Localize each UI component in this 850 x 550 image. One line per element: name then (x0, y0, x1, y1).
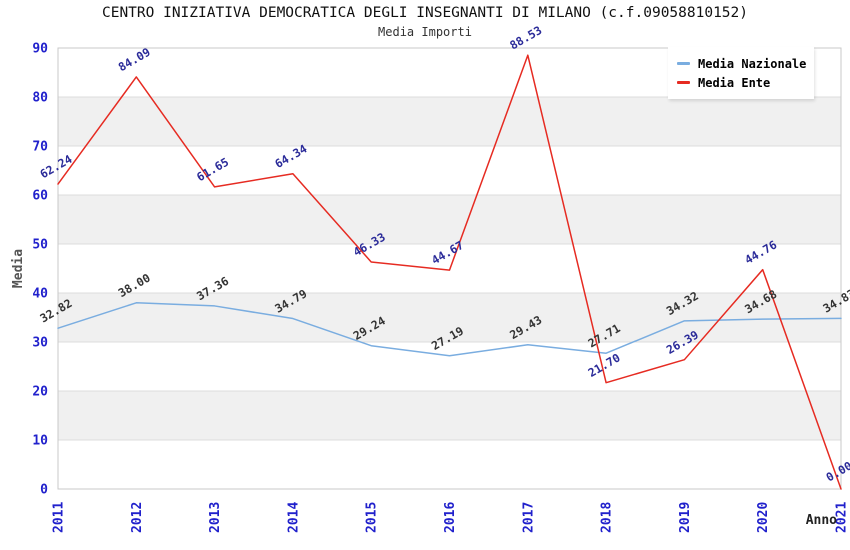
chart-subtitle: Media Importi (378, 25, 472, 39)
legend-item[interactable]: Media Nazionale (677, 57, 814, 71)
plot-band (58, 97, 841, 146)
plot-border (57, 47, 842, 490)
x-tick-label: 2011 (52, 502, 67, 533)
legend-line-icon (677, 62, 690, 65)
plot-band (58, 342, 841, 391)
y-tick-label: 50 (32, 238, 48, 253)
y-tick-label: 60 (32, 189, 48, 204)
plot-band (58, 440, 841, 489)
x-tick-label: 2021 (835, 502, 850, 533)
y-tick-label: 90 (32, 42, 48, 57)
y-axis-title: Media (11, 249, 26, 288)
legend-line-icon (677, 81, 690, 84)
legend-label: Media Ente (698, 75, 771, 90)
plot-band (58, 293, 841, 342)
y-tick-label: 40 (32, 287, 48, 302)
x-tick-label: 2015 (365, 502, 380, 533)
x-axis-title: Anno (806, 513, 837, 528)
y-tick-label: 0 (40, 483, 48, 498)
x-tick-label: 2012 (130, 502, 145, 533)
plot-band (58, 146, 841, 195)
chart-title: CENTRO INIZIATIVA DEMOCRATICA DEGLI INSE… (101, 5, 748, 21)
y-tick-label: 10 (32, 434, 48, 449)
series-line-media-ente (57, 54, 842, 490)
legend-label: Media Nazionale (698, 56, 807, 71)
x-tick-label: 2018 (600, 502, 615, 533)
x-tick-label: 2014 (286, 502, 301, 533)
x-tick-label: 2013 (208, 502, 223, 533)
series-line-media-nazionale (57, 302, 842, 357)
chart-legend: Media Nazionale Media Ente (668, 47, 814, 99)
x-tick-label: 2019 (678, 502, 693, 533)
plot-band (58, 391, 841, 440)
y-tick-label: 20 (32, 385, 48, 400)
y-tick-label: 70 (32, 140, 48, 155)
legend-item[interactable]: Media Ente (677, 76, 814, 90)
plot-band (58, 195, 841, 244)
y-tick-label: 30 (32, 336, 48, 351)
x-tick-label: 2017 (521, 502, 536, 533)
x-tick-label: 2016 (443, 502, 458, 533)
y-tick-label: 80 (32, 91, 48, 106)
x-tick-label: 2020 (756, 502, 771, 533)
